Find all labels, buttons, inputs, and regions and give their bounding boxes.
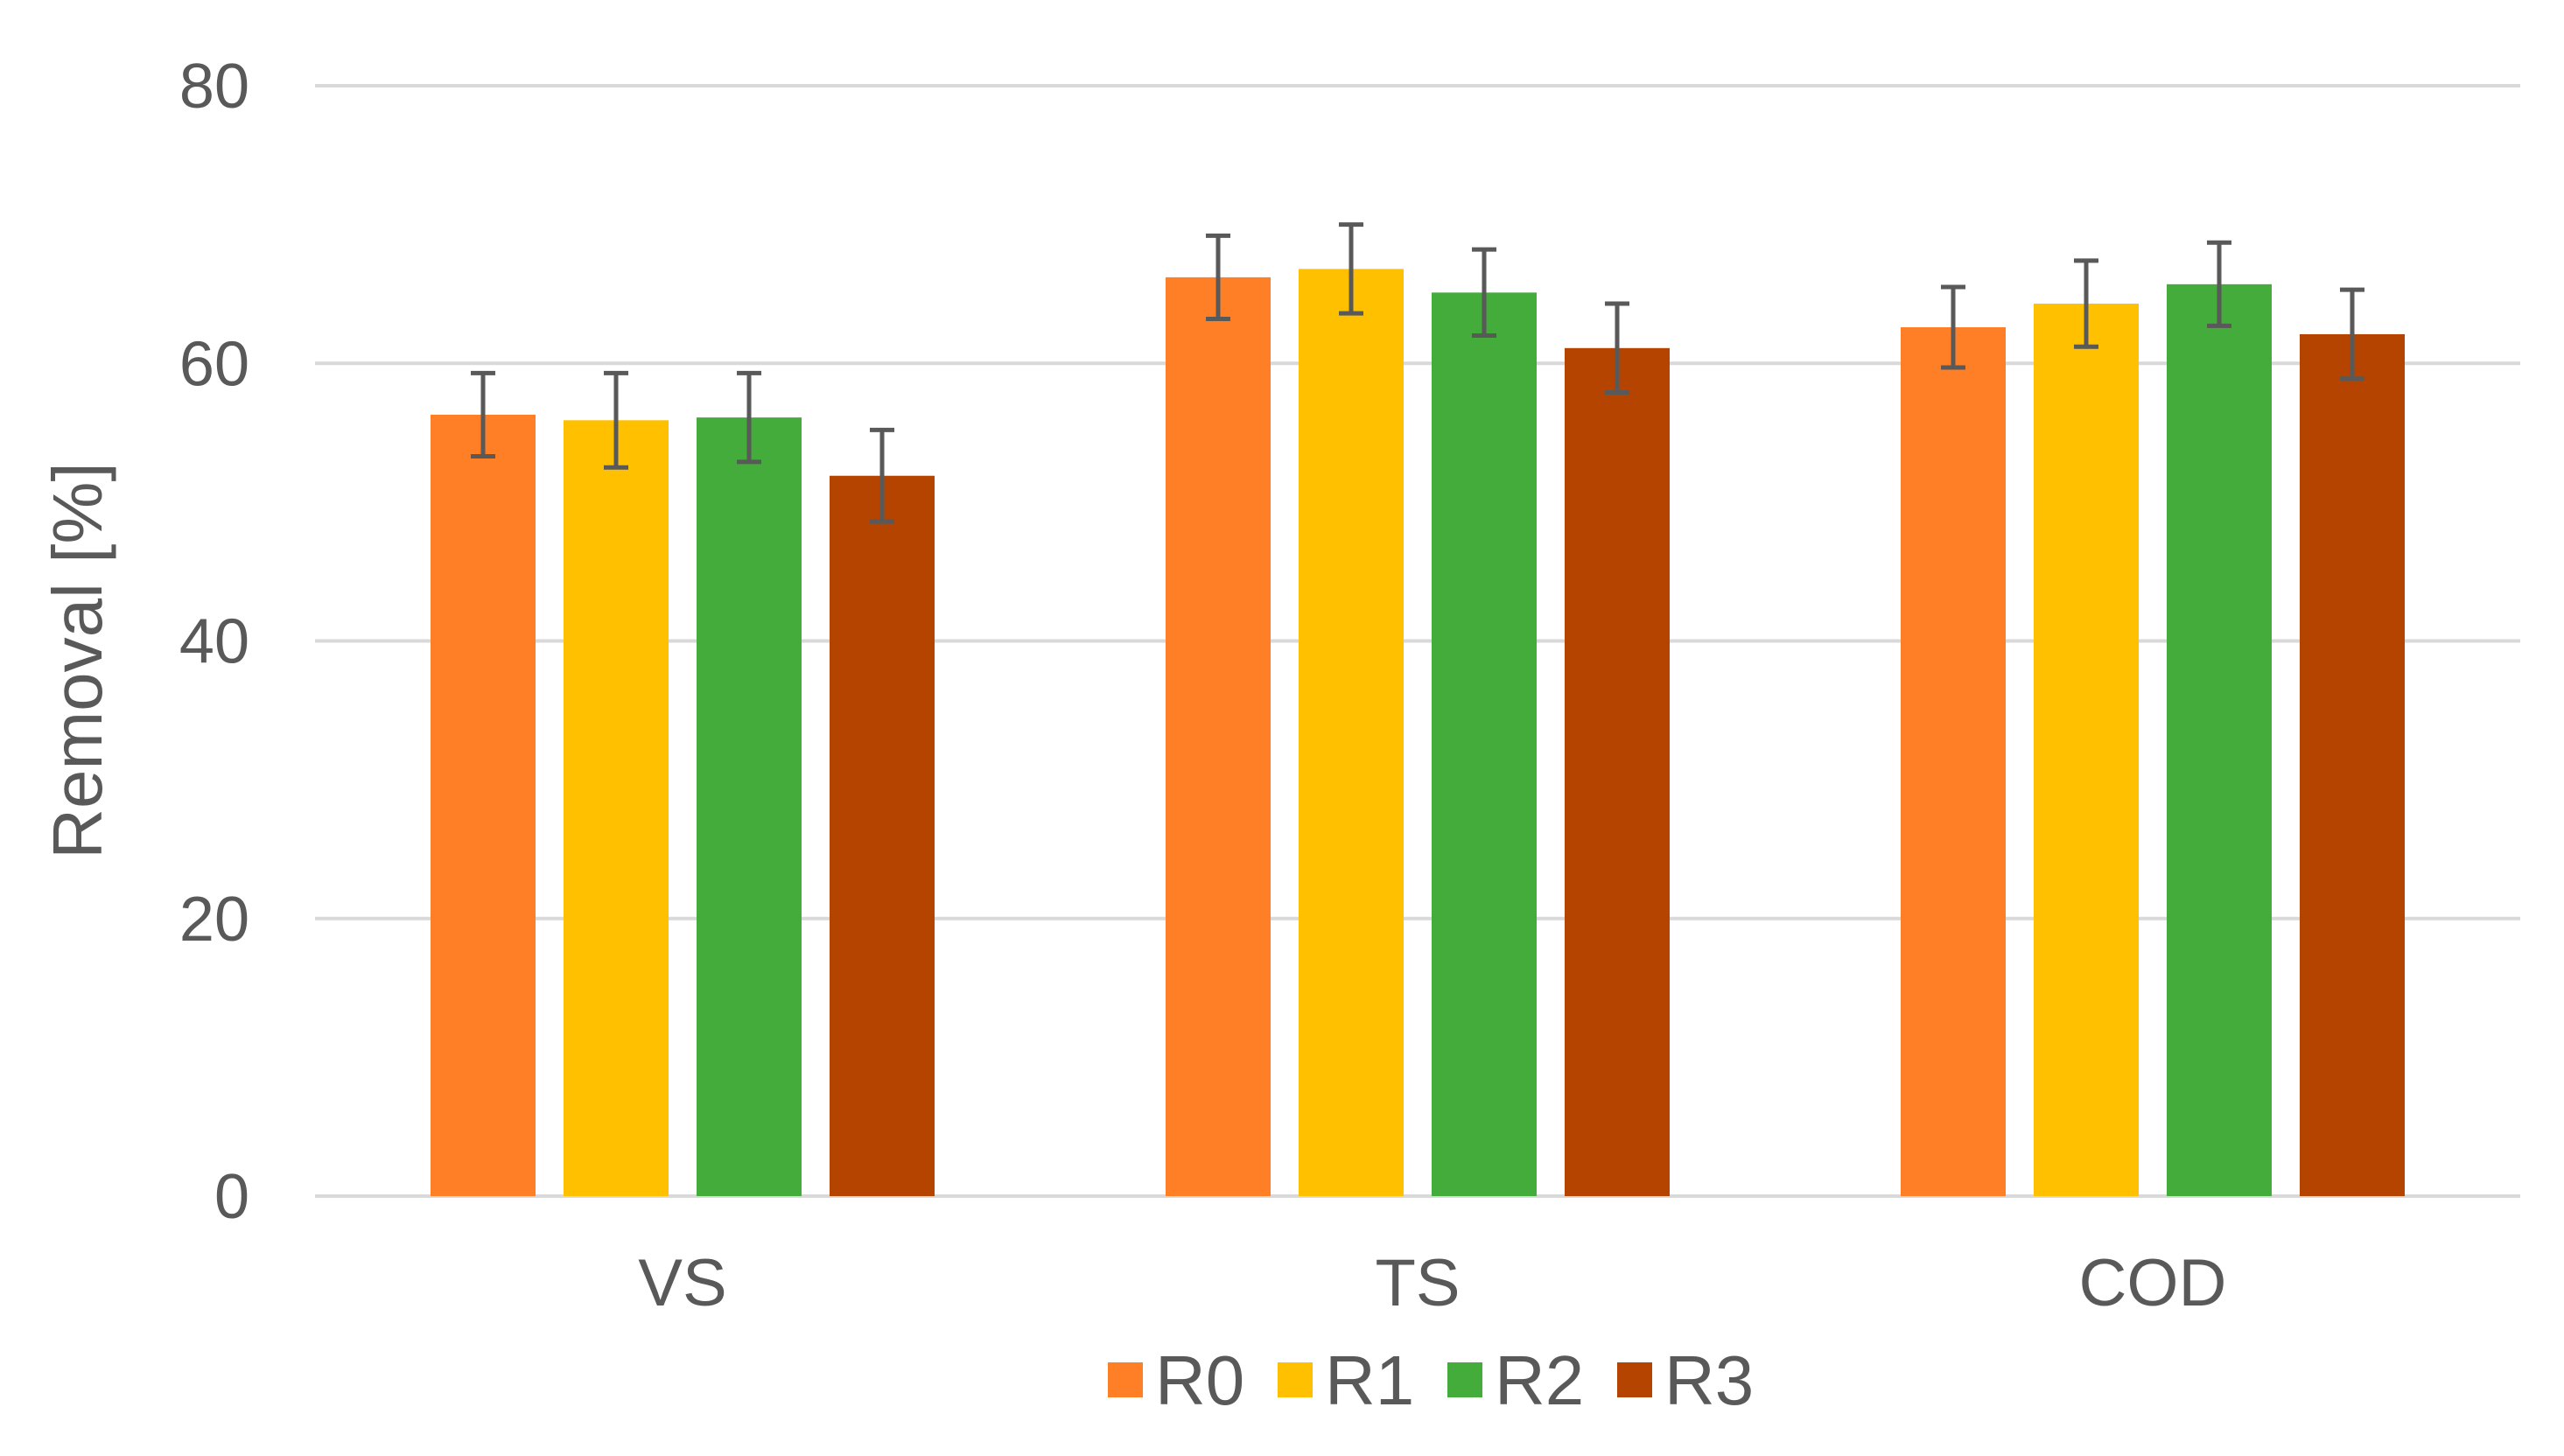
- bar-R3-VS: [830, 475, 935, 1196]
- bar-R3-COD: [2300, 333, 2405, 1197]
- legend-item-R1: R1: [1278, 1341, 1414, 1419]
- y-tick-labels: 0 20 40 60 80: [179, 52, 249, 1232]
- legend-swatch: [1617, 1362, 1652, 1397]
- error-bar-R2-TS: [1472, 247, 1496, 339]
- legend-label: R3: [1664, 1341, 1754, 1419]
- error-bar-R1-TS: [1339, 222, 1363, 316]
- bar-R0-TS: [1166, 276, 1271, 1197]
- y-tick-label: 80: [179, 52, 249, 122]
- error-bar-R3-VS: [870, 427, 894, 524]
- category-label-COD: COD: [2079, 1246, 2227, 1320]
- bar-R3-TS: [1565, 347, 1670, 1196]
- error-bar-R2-VS: [737, 370, 761, 465]
- legend-label: R2: [1495, 1341, 1584, 1419]
- bar-R2-TS: [1432, 292, 1537, 1196]
- gridlines: [315, 84, 2520, 1198]
- bar-R0-VS: [431, 414, 536, 1196]
- category-labels: VS TS COD: [638, 1246, 2226, 1320]
- y-axis-title: Removal [%]: [39, 462, 116, 858]
- category-label-TS: TS: [1375, 1246, 1460, 1320]
- error-bar-R2-COD: [2207, 240, 2231, 328]
- bar-R2-VS: [697, 417, 802, 1196]
- bar-R0-COD: [1901, 327, 2006, 1196]
- legend-item-R3: R3: [1617, 1341, 1754, 1419]
- legend-item-R2: R2: [1447, 1341, 1584, 1419]
- bars: [431, 222, 2405, 1197]
- y-tick-label: 0: [214, 1162, 249, 1232]
- error-bar-R0-VS: [471, 370, 495, 459]
- bar-R2-COD: [2167, 284, 2272, 1196]
- legend-label: R1: [1325, 1341, 1414, 1419]
- y-tick-label: 20: [179, 885, 249, 955]
- y-tick-label: 40: [179, 607, 249, 677]
- error-bar-R0-COD: [1941, 284, 1965, 370]
- bar-R1-VS: [564, 420, 669, 1196]
- category-label-VS: VS: [638, 1246, 726, 1320]
- bar-R1-TS: [1299, 269, 1404, 1196]
- legend: R0 R1 R2 R3: [1108, 1341, 1754, 1419]
- legend-item-R0: R0: [1108, 1341, 1244, 1419]
- error-bar-R1-COD: [2074, 258, 2098, 349]
- legend-swatch: [1447, 1362, 1482, 1397]
- error-bar-R0-TS: [1206, 233, 1230, 321]
- error-bar-R3-COD: [2340, 287, 2364, 382]
- y-tick-label: 60: [179, 329, 249, 399]
- legend-swatch: [1278, 1362, 1313, 1397]
- legend-swatch: [1108, 1362, 1143, 1397]
- legend-label: R0: [1155, 1341, 1244, 1419]
- bar-R1-COD: [2034, 304, 2139, 1196]
- error-bar-R3-TS: [1605, 301, 1629, 396]
- error-bar-R1-VS: [604, 370, 628, 470]
